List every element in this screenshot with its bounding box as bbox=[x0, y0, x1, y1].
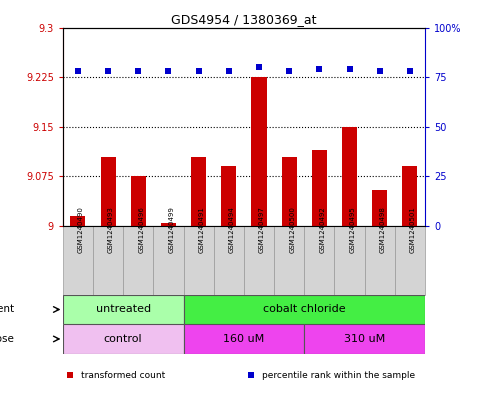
Bar bbox=[154, 226, 184, 295]
Bar bbox=[221, 167, 236, 226]
Bar bbox=[184, 226, 213, 295]
Text: 310 uM: 310 uM bbox=[344, 334, 385, 344]
Text: GSM1240498: GSM1240498 bbox=[380, 206, 386, 253]
Point bbox=[247, 372, 255, 378]
Text: dose: dose bbox=[0, 334, 14, 344]
Text: GSM1240495: GSM1240495 bbox=[350, 206, 355, 253]
Bar bbox=[161, 223, 176, 226]
Point bbox=[255, 64, 263, 70]
Bar bbox=[123, 226, 154, 295]
Bar bbox=[282, 156, 297, 226]
Text: percentile rank within the sample: percentile rank within the sample bbox=[262, 371, 415, 380]
Text: agent: agent bbox=[0, 305, 14, 314]
Text: GSM1240499: GSM1240499 bbox=[169, 206, 174, 253]
Bar bbox=[342, 127, 357, 226]
Point bbox=[66, 372, 74, 378]
Text: cobalt chloride: cobalt chloride bbox=[263, 305, 346, 314]
Point bbox=[195, 68, 202, 74]
Bar bbox=[395, 226, 425, 295]
Point bbox=[165, 68, 172, 74]
Text: GSM1240497: GSM1240497 bbox=[259, 206, 265, 253]
Bar bbox=[93, 226, 123, 295]
Bar bbox=[372, 189, 387, 226]
Text: transformed count: transformed count bbox=[81, 371, 165, 380]
Title: GDS4954 / 1380369_at: GDS4954 / 1380369_at bbox=[171, 13, 317, 26]
Bar bbox=[71, 216, 85, 226]
Bar bbox=[184, 324, 304, 354]
Text: untreated: untreated bbox=[96, 305, 151, 314]
Text: GSM1240491: GSM1240491 bbox=[199, 206, 205, 253]
Bar bbox=[63, 295, 184, 324]
Text: GSM1240492: GSM1240492 bbox=[319, 206, 326, 253]
Bar bbox=[63, 226, 93, 295]
Bar bbox=[274, 226, 304, 295]
Bar bbox=[213, 226, 244, 295]
Bar bbox=[252, 77, 267, 226]
Bar bbox=[304, 226, 334, 295]
Bar bbox=[191, 156, 206, 226]
Text: GSM1240500: GSM1240500 bbox=[289, 206, 295, 253]
Point bbox=[346, 66, 354, 72]
Text: GSM1240496: GSM1240496 bbox=[138, 206, 144, 253]
Text: control: control bbox=[104, 334, 142, 344]
Text: GSM1240490: GSM1240490 bbox=[78, 206, 84, 253]
Text: GSM1240501: GSM1240501 bbox=[410, 206, 416, 253]
Bar bbox=[184, 295, 425, 324]
Bar bbox=[244, 226, 274, 295]
Point bbox=[406, 68, 414, 74]
Text: 160 uM: 160 uM bbox=[223, 334, 265, 344]
Point bbox=[315, 66, 323, 72]
Point bbox=[74, 68, 82, 74]
Text: GSM1240493: GSM1240493 bbox=[108, 206, 114, 253]
Bar bbox=[334, 226, 365, 295]
Point bbox=[376, 68, 384, 74]
Bar bbox=[131, 176, 146, 226]
Bar bbox=[63, 324, 184, 354]
Bar bbox=[365, 226, 395, 295]
Point bbox=[285, 68, 293, 74]
Point bbox=[134, 68, 142, 74]
Text: GSM1240494: GSM1240494 bbox=[229, 206, 235, 253]
Point bbox=[104, 68, 112, 74]
Bar bbox=[312, 150, 327, 226]
Point bbox=[225, 68, 233, 74]
Bar bbox=[100, 156, 115, 226]
Bar bbox=[304, 324, 425, 354]
Bar bbox=[402, 167, 417, 226]
